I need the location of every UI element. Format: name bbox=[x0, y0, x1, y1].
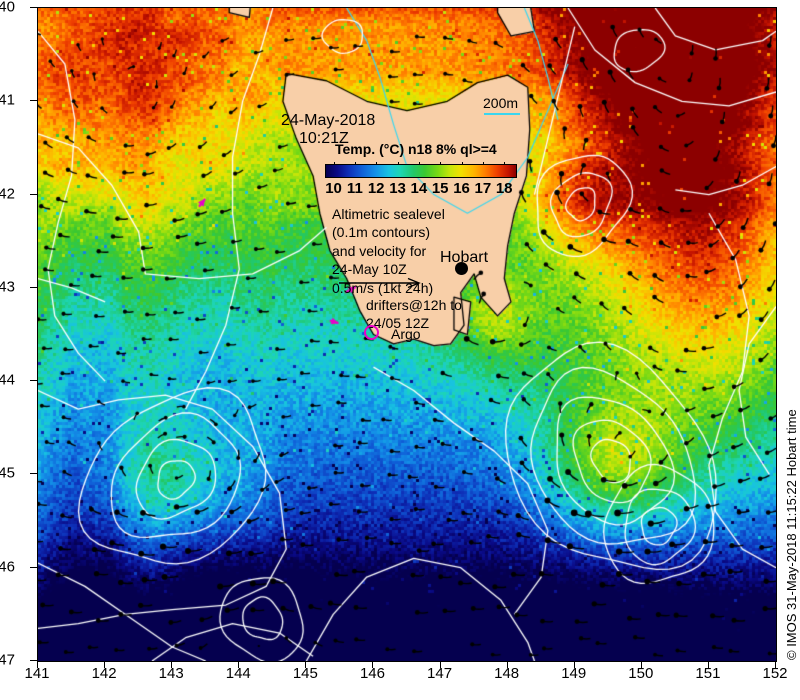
x-tick bbox=[305, 661, 307, 668]
colorbar-tick-label: 14 bbox=[410, 180, 428, 197]
contours-and-vectors-canvas bbox=[38, 8, 776, 661]
hobart-city-label: Hobart bbox=[440, 249, 489, 266]
x-tick-label: 150 bbox=[628, 665, 654, 682]
colorbar-tick-label: 11 bbox=[346, 180, 363, 197]
x-tick bbox=[37, 661, 38, 668]
argo-float-marker-icon bbox=[364, 325, 379, 340]
x-tick-label: 143 bbox=[158, 665, 184, 682]
x-tick bbox=[171, 661, 173, 668]
x-tick-label: 151 bbox=[695, 665, 721, 682]
y-tick bbox=[30, 380, 37, 382]
altimetry-legend-text: Altimetric sealevel (0.1m contours) and … bbox=[332, 206, 445, 296]
y-tick-label: -46 bbox=[0, 558, 15, 576]
time-label: 10:21Z bbox=[299, 130, 349, 147]
colorbar-title: Temp. (°C) n18 8% ql>=4 bbox=[335, 141, 497, 157]
colorbar-tick-label: 12 bbox=[367, 180, 385, 197]
colorbar-tick-label: 16 bbox=[453, 180, 470, 197]
x-tick bbox=[775, 661, 776, 668]
map-plot-area[interactable] bbox=[37, 7, 777, 662]
y-tick-label: -42 bbox=[0, 185, 15, 203]
y-tick-label: -41 bbox=[0, 91, 15, 109]
x-tick-label: 142 bbox=[91, 665, 117, 682]
colorbar-tick-label: 18 bbox=[495, 180, 513, 197]
colorbar-tick-labels: 10 11 12 13 14 15 16 17 18 bbox=[325, 180, 517, 200]
y-tick-label: -43 bbox=[0, 278, 15, 296]
y-tick bbox=[30, 7, 37, 8]
x-tick bbox=[439, 661, 441, 668]
x-tick bbox=[707, 661, 709, 668]
colorbar-tick-label: 10 bbox=[325, 180, 342, 197]
hobart-city-marker-icon bbox=[455, 262, 468, 275]
imos-credit-text: © IMOS 31-May-2018 11:15:22 Hobart time bbox=[784, 409, 799, 660]
colorbar-tick-label: 15 bbox=[431, 180, 449, 197]
credit-container: © IMOS 31-May-2018 11:15:22 Hobart time bbox=[784, 409, 799, 661]
y-tick-label: -40 bbox=[0, 0, 15, 16]
x-tick-label: 144 bbox=[225, 665, 251, 682]
y-tick bbox=[30, 100, 37, 102]
temperature-colorbar bbox=[325, 164, 517, 178]
velocity-scale-arrow-icon bbox=[339, 277, 421, 289]
x-tick bbox=[640, 661, 642, 668]
colorbar-tick-label: 17 bbox=[474, 180, 492, 197]
x-tick bbox=[573, 661, 575, 668]
y-tick bbox=[30, 660, 37, 661]
y-tick bbox=[30, 286, 37, 288]
y-tick bbox=[30, 566, 37, 568]
x-tick-label: 152 bbox=[762, 665, 788, 682]
x-tick-label: 148 bbox=[494, 665, 520, 682]
x-tick bbox=[372, 661, 374, 668]
colorbar-tick-label: 13 bbox=[389, 180, 406, 197]
y-tick-label: -47 bbox=[0, 651, 15, 669]
y-tick-label: -44 bbox=[0, 371, 15, 389]
x-tick bbox=[506, 661, 508, 668]
y-tick bbox=[30, 473, 37, 475]
x-tick bbox=[238, 661, 240, 668]
date-label: 24-May-2018 bbox=[281, 112, 376, 129]
y-tick-label: -45 bbox=[0, 464, 15, 482]
bathymetry-contour-swatch bbox=[484, 113, 520, 115]
bathymetry-depth-label: 200m bbox=[483, 95, 519, 111]
x-tick-label: 146 bbox=[359, 665, 385, 682]
argo-legend-label: Argo bbox=[391, 326, 421, 342]
x-tick-label: 145 bbox=[292, 665, 318, 682]
drifters-legend-text: drifters@12h to 24/05 12Z bbox=[366, 297, 462, 332]
x-tick bbox=[104, 661, 106, 668]
y-tick bbox=[30, 193, 37, 195]
x-tick-label: 147 bbox=[427, 665, 453, 682]
x-tick-label: 149 bbox=[561, 665, 587, 682]
x-tick-label: 141 bbox=[24, 665, 50, 682]
